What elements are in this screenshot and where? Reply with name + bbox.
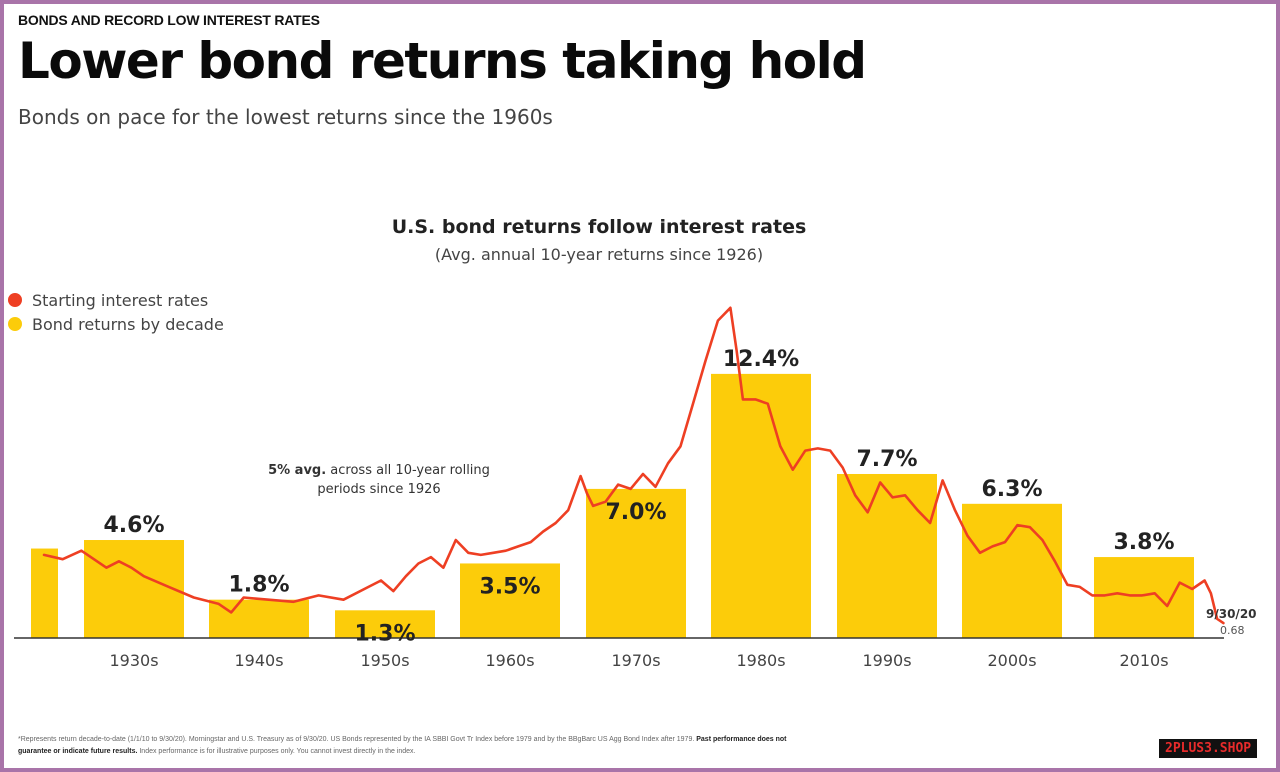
- x-tick-label: 2010s: [1119, 651, 1168, 670]
- bar-1920s-partial: [31, 548, 58, 638]
- page-subtitle: Bonds on pace for the lowest returns sin…: [18, 105, 553, 129]
- bar-1970s: [586, 488, 686, 638]
- page-title: Lower bond returns taking hold: [18, 32, 867, 90]
- data-label: 4.6%: [103, 513, 164, 538]
- interest-rate-line: [42, 306, 1225, 625]
- data-label: 3.8%: [1113, 530, 1174, 555]
- x-tick-label: 2000s: [987, 651, 1036, 670]
- average-annotation: 5% avg. across all 10-year rolling perio…: [244, 461, 514, 499]
- bar-1950s: [335, 610, 435, 638]
- footnote: *Represents return decade-to-date (1/1/1…: [18, 734, 1158, 758]
- footnote-line1-bold: Past performance does not: [694, 736, 787, 743]
- data-label: 1.3%: [354, 621, 415, 646]
- legend-label: Bond returns by decade: [32, 314, 224, 334]
- bar-1980s: [711, 373, 811, 638]
- end-date-label: 9/30/20: [1206, 607, 1257, 621]
- bar-1940s: [209, 599, 309, 638]
- data-label: 7.0%: [605, 500, 666, 525]
- bar-2010s: [1094, 557, 1194, 638]
- x-tick-label: 1960s: [485, 651, 534, 670]
- legend-item-interest-rates: Starting interest rates: [8, 288, 224, 312]
- watermark: 2PLUS3.SHOP: [1159, 739, 1258, 758]
- data-label: 1.8%: [228, 573, 289, 598]
- end-value-label: 0.68: [1220, 624, 1245, 637]
- legend-swatch-red: [8, 293, 22, 307]
- bar-1990s: [837, 473, 937, 638]
- data-label: 7.7%: [856, 447, 917, 472]
- bar-1930s: [84, 540, 184, 638]
- footnote-line2: Index performance is for illustrative pu…: [137, 748, 416, 755]
- chart-title: U.S. bond returns follow interest rates: [391, 216, 807, 238]
- chart-subtitle: (Avg. annual 10-year returns since 1926): [434, 245, 764, 264]
- x-tick-label: 1980s: [736, 651, 785, 670]
- legend: Starting interest rates Bond returns by …: [8, 288, 224, 336]
- x-tick-label: 1990s: [862, 651, 911, 670]
- legend-item-bond-returns: Bond returns by decade: [8, 312, 224, 336]
- bar-2000s: [962, 503, 1062, 638]
- bond-returns-chart: 1930s 1940s 1950s 1960s 1970s 1980s 1990s 2000s…: [14, 306, 1257, 670]
- footnote-line1: *Represents return decade-to-date (1/1/1…: [18, 736, 695, 743]
- annotation-bold: 5% avg.: [268, 463, 327, 478]
- x-tick-label: 1970s: [611, 651, 660, 670]
- legend-label: Starting interest rates: [32, 290, 209, 310]
- x-tick-label: 1950s: [360, 651, 409, 670]
- kicker: BONDS AND RECORD LOW INTEREST RATES: [18, 12, 320, 28]
- x-tick-label: 1940s: [234, 651, 283, 670]
- data-label: 6.3%: [981, 477, 1042, 502]
- bar-1960s: [460, 563, 560, 638]
- footnote-line2-bold: guarantee or indicate future results.: [18, 748, 138, 755]
- legend-swatch-yellow: [8, 317, 22, 331]
- data-label: 3.5%: [479, 574, 540, 599]
- data-label: 12.4%: [723, 347, 799, 372]
- x-tick-label: 1930s: [109, 651, 158, 670]
- annotation-text: across all 10-year rolling periods since…: [317, 463, 490, 497]
